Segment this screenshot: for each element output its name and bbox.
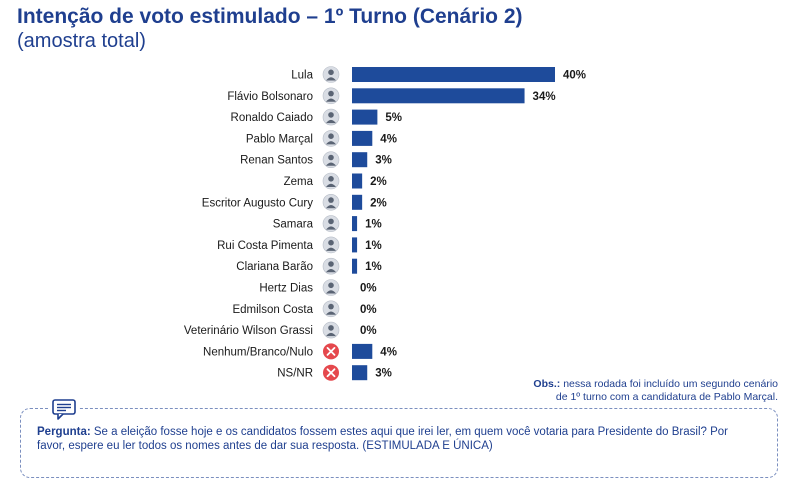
category-label: NS/NR <box>277 368 313 380</box>
obs-note: Obs.: nessa rodada foi incluído um segun… <box>448 378 778 404</box>
value-label: 4% <box>380 346 397 358</box>
obs-label: Obs.: <box>533 378 561 390</box>
bar <box>352 109 378 125</box>
category-label: Renan Santos <box>240 155 313 167</box>
x-circle-icon <box>323 364 339 381</box>
bar-chart: Lula 40% Flávio Bolsonaro 34% Ronaldo Caiado… <box>184 66 586 381</box>
avatar-icon <box>322 215 340 232</box>
category-label: Zema <box>284 176 314 188</box>
category-label: Flávio Bolsonaro <box>227 91 313 103</box>
bar <box>352 258 358 274</box>
value-label: 2% <box>370 176 387 188</box>
bar <box>352 194 363 210</box>
bar <box>352 152 368 168</box>
category-label: Pablo Marçal <box>246 133 313 145</box>
avatar-icon <box>322 321 340 339</box>
avatar-icon <box>322 172 340 190</box>
value-label: 0% <box>360 304 377 316</box>
bar <box>352 173 363 189</box>
category-label: Rui Costa Pimenta <box>217 240 313 252</box>
value-label: 5% <box>385 112 402 124</box>
category-label: Escritor Augusto Cury <box>202 197 313 209</box>
category-label: Nenhum/Branco/Nulo <box>203 346 313 358</box>
value-label: 3% <box>375 368 392 380</box>
bar <box>352 130 373 146</box>
value-label: 4% <box>380 133 397 145</box>
category-label: Hertz Dias <box>259 283 313 295</box>
bar <box>352 88 525 104</box>
avatar-icon <box>322 279 340 296</box>
avatar-icon <box>322 87 340 105</box>
value-label: 1% <box>365 261 382 273</box>
avatar-icon <box>322 194 340 211</box>
category-label: Veterinário Wilson Grassi <box>184 325 313 337</box>
bar <box>352 365 368 381</box>
chat-icon <box>49 397 79 421</box>
bar <box>352 216 358 232</box>
category-label: Lula <box>291 70 313 82</box>
value-label: 34% <box>533 91 556 103</box>
value-label: 3% <box>375 155 392 167</box>
question-text: Pergunta: Se a eleição fosse hoje e os c… <box>37 425 759 453</box>
avatar-icon <box>322 257 340 275</box>
avatar-icon <box>322 151 340 168</box>
avatar-icon <box>322 236 340 254</box>
question-body: Se a eleição fosse hoje e os candidatos … <box>37 426 729 452</box>
obs-line2: de 1º turno com a candidatura de Pablo M… <box>555 391 778 403</box>
category-label: Samara <box>273 219 314 231</box>
question-label: Pergunta: <box>37 426 91 438</box>
value-label: 0% <box>360 325 377 337</box>
bar <box>352 343 373 359</box>
bar <box>352 67 555 82</box>
category-label: Clariana Barão <box>236 261 313 273</box>
value-label: 1% <box>365 240 382 252</box>
avatar-icon <box>322 108 340 126</box>
value-label: 1% <box>365 219 382 231</box>
avatar-icon <box>322 300 340 318</box>
obs-line1: nessa rodada foi incluído um segundo cen… <box>563 378 778 390</box>
question-box: Pergunta: Se a eleição fosse hoje e os c… <box>20 397 778 478</box>
avatar-icon <box>322 66 340 83</box>
avatar-icon <box>322 130 340 147</box>
bar <box>352 237 358 253</box>
category-label: Edmilson Costa <box>232 304 313 316</box>
value-label: 40% <box>563 70 586 82</box>
category-label: Ronaldo Caiado <box>231 112 313 124</box>
value-label: 2% <box>370 197 387 209</box>
value-label: 0% <box>360 283 377 295</box>
page-title: Intenção de voto estimulado – 1º Turno (… <box>17 5 523 28</box>
x-circle-icon <box>323 343 339 360</box>
page-subtitle: (amostra total) <box>17 30 146 52</box>
